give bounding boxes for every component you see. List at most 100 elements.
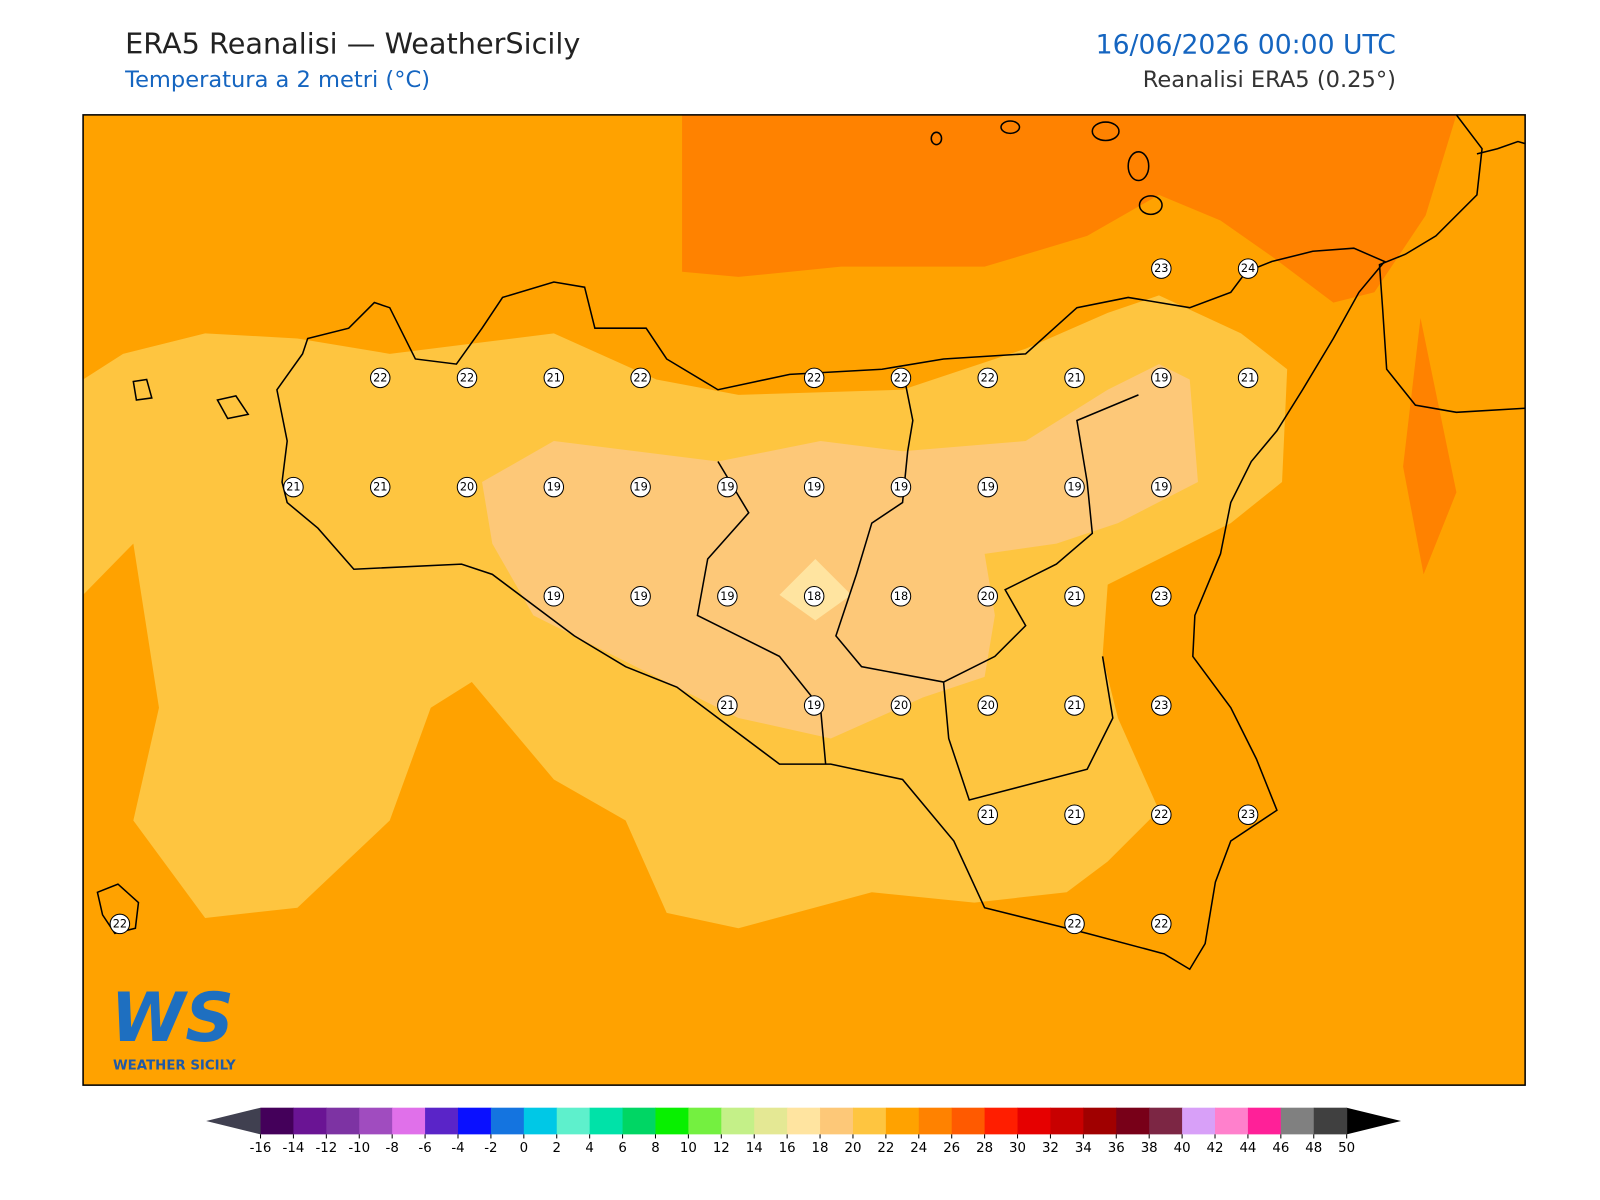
colorbar-band <box>1280 1107 1315 1135</box>
station-marker <box>803 367 825 389</box>
colorbar-tick-label: 18 <box>812 1141 829 1156</box>
colorbar-tick-label: -8 <box>386 1141 399 1156</box>
title: ERA5 Reanalisi — WeatherSicily <box>125 26 580 60</box>
station-value: 23 <box>1154 699 1168 712</box>
map-frame <box>82 114 1526 1086</box>
station-value: 19 <box>547 481 561 494</box>
station-value: 19 <box>894 481 908 494</box>
station-marker <box>977 367 999 389</box>
colorbar-band <box>852 1107 887 1135</box>
contours <box>83 114 1526 1086</box>
station-marker <box>717 586 738 607</box>
station-value: 22 <box>807 371 821 384</box>
station-value: 19 <box>720 590 734 603</box>
station-marker <box>1237 804 1259 825</box>
station-value: 19 <box>1067 481 1081 494</box>
station-value: 20 <box>981 699 995 712</box>
station-marker <box>543 476 565 498</box>
colorbar-tick-label: 42 <box>1207 1141 1224 1156</box>
station-marker <box>803 476 825 498</box>
station-value: 21 <box>981 808 995 821</box>
station-value: 19 <box>547 590 561 603</box>
station-marker <box>803 695 825 716</box>
colorbar-tick-label: 46 <box>1272 1141 1289 1156</box>
station-value: 20 <box>894 699 908 712</box>
station-value: 19 <box>1154 371 1168 384</box>
source: Reanalisi ERA5 (0.25°) <box>1143 67 1396 93</box>
station-value: 19 <box>981 481 995 494</box>
station-marker <box>1064 367 1085 389</box>
station-value: 22 <box>373 371 387 384</box>
station-marker <box>1064 804 1085 825</box>
station-value: 19 <box>807 481 821 494</box>
station-marker <box>1151 476 1172 498</box>
subtitle: Temperatura a 2 metri (°C) <box>124 67 430 93</box>
station-marker <box>1151 367 1172 389</box>
colorbar-tick-label: 50 <box>1338 1141 1355 1156</box>
station-value: 19 <box>633 481 647 494</box>
colorbar-band <box>1116 1107 1150 1135</box>
colorbar-tick-label: 26 <box>943 1141 960 1156</box>
station-value: 22 <box>981 371 995 384</box>
colorbar-band <box>1313 1107 1348 1135</box>
station-value: 22 <box>113 917 127 930</box>
colorbar-band <box>359 1107 393 1135</box>
station-marker <box>543 367 565 389</box>
station-value: 22 <box>460 371 474 384</box>
colorbar-tick-label: -14 <box>283 1141 305 1156</box>
colorbar-band <box>1215 1107 1249 1135</box>
station-value: 23 <box>1154 590 1168 603</box>
colorbar-band <box>622 1107 656 1135</box>
station-value: 22 <box>894 371 908 384</box>
colorbar-tick-label: 32 <box>1042 1141 1059 1156</box>
colorbar-tick-label: 14 <box>746 1141 763 1156</box>
colorbar-tick-label: 8 <box>651 1141 659 1156</box>
colorbar-band <box>1050 1107 1084 1135</box>
colorbar-tick-label: 34 <box>1075 1141 1092 1156</box>
station-value: 19 <box>807 699 821 712</box>
station-value: 21 <box>720 699 734 712</box>
colorbar-band <box>293 1107 327 1135</box>
station-marker <box>369 476 391 498</box>
colorbar-band <box>820 1107 854 1135</box>
colorbar-band <box>260 1107 294 1135</box>
station-value: 23 <box>1154 262 1168 275</box>
station-marker <box>543 586 565 607</box>
colorbar-tick-label: 22 <box>877 1141 894 1156</box>
contour-band <box>482 364 1198 739</box>
colorbar-band <box>523 1107 558 1135</box>
colorbar-band <box>1149 1107 1183 1135</box>
station-value: 21 <box>547 371 561 384</box>
station-marker <box>630 586 651 607</box>
logo-name: WEATHER SICILY <box>113 1059 236 1074</box>
station-marker <box>890 476 912 498</box>
station-value: 21 <box>373 481 387 494</box>
station-marker <box>1064 695 1085 716</box>
station-value: 23 <box>1241 808 1255 821</box>
colorbar-tick-label: 16 <box>779 1141 796 1156</box>
station-marker <box>1237 367 1259 389</box>
logo-mark: WS <box>111 978 234 1057</box>
colorbar-band <box>1083 1107 1117 1135</box>
colorbar-tick-label: 24 <box>910 1141 927 1156</box>
station-value: 21 <box>1067 699 1081 712</box>
station-marker <box>630 367 651 389</box>
colorbar-band <box>918 1107 953 1135</box>
colorbar-band <box>1017 1107 1051 1135</box>
station-marker <box>456 476 478 498</box>
station-marker <box>1064 586 1085 607</box>
colorbar-under <box>206 1107 261 1135</box>
colorbar-band <box>754 1107 788 1135</box>
colorbar-tick-label: 36 <box>1108 1141 1125 1156</box>
colorbar-band <box>457 1107 492 1135</box>
station-value: 22 <box>633 371 647 384</box>
station-marker <box>890 367 912 389</box>
colorbar-tick-label: 20 <box>844 1141 861 1156</box>
datetime: 16/06/2026 00:00 UTC <box>1096 29 1396 60</box>
station-value: 18 <box>894 590 908 603</box>
colorbar-tick-label: 30 <box>1009 1141 1026 1156</box>
colorbar-band <box>951 1107 986 1135</box>
colorbar-band <box>589 1107 624 1135</box>
station-marker <box>456 367 478 389</box>
station-marker <box>1064 476 1085 498</box>
